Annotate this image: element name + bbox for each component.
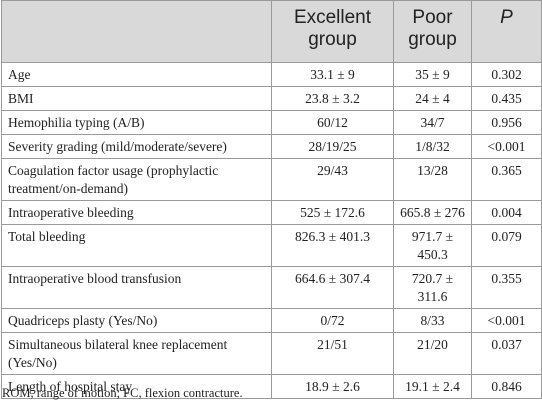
table-cell: 0/72 xyxy=(271,308,394,333)
table-cell: 720.7 ± 311.6 xyxy=(393,266,472,309)
table-row: BMI 23.8 ± 3.2 24 ± 4 0.435 xyxy=(1,86,542,111)
table-cell: 0.302 xyxy=(471,62,542,87)
table-cell: Intraoperative bleeding xyxy=(1,200,272,225)
table-cell: Simultaneous bilateral knee replacement … xyxy=(1,332,272,375)
table-row: Severity grading (mild/moderate/severe) 2… xyxy=(1,134,542,159)
table-row: Total bleeding 826.3 ± 401.3 971.7 ± 450.3… xyxy=(1,224,542,267)
table-cell: 18.9 ± 2.6 xyxy=(271,374,394,399)
table-cell: BMI xyxy=(1,86,272,111)
table-cell: 0.846 xyxy=(471,374,542,399)
table-cell: Quadriceps plasty (Yes/No) xyxy=(1,308,272,333)
table-cell: Severity grading (mild/moderate/severe) xyxy=(1,134,272,159)
table-row: Age 33.1 ± 9 35 ± 9 0.302 xyxy=(1,62,542,87)
table-cell: Total bleeding xyxy=(1,224,272,267)
table-cell: <0.001 xyxy=(471,308,542,333)
table-cell: 0.355 xyxy=(471,266,542,309)
column-header: Excellent group xyxy=(271,0,394,63)
table-cell: 13/28 xyxy=(393,158,472,201)
table-cell: 35 ± 9 xyxy=(393,62,472,87)
table-cell: 1/8/32 xyxy=(393,134,472,159)
table-cell: 21/51 xyxy=(271,332,394,375)
table-row: Intraoperative bleeding 525 ± 172.6 665.8 … xyxy=(1,200,542,225)
table-cell: 8/33 xyxy=(393,308,472,333)
table-cell: 23.8 ± 3.2 xyxy=(271,86,394,111)
table-cell: 0.956 xyxy=(471,110,542,135)
header-row: Excellent group Poor group P xyxy=(1,0,542,63)
table-row: Quadriceps plasty (Yes/No) 0/72 8/33 <0.001 xyxy=(1,308,542,333)
table-row: Hemophilia typing (A/B) 60/12 34/7 0.956 xyxy=(1,110,542,135)
table-cell: Hemophilia typing (A/B) xyxy=(1,110,272,135)
table-cell: 665.8 ± 276 xyxy=(393,200,472,225)
column-header: Poor group xyxy=(393,0,472,63)
table-row: Intraoperative blood transfusion 664.6 ± … xyxy=(1,266,542,309)
table-cell: 971.7 ± 450.3 xyxy=(393,224,472,267)
column-header xyxy=(1,0,272,63)
table-body: Age 33.1 ± 9 35 ± 9 0.302 BMI 23.8 ± 3.2 24 ± … xyxy=(1,62,542,399)
table-cell: 21/20 xyxy=(393,332,472,375)
table-cell: Intraoperative blood transfusion xyxy=(1,266,272,309)
table-cell: 29/43 xyxy=(271,158,394,201)
table-cell: 826.3 ± 401.3 xyxy=(271,224,394,267)
table-row: Simultaneous bilateral knee replacement … xyxy=(1,332,542,375)
table-cell: 664.6 ± 307.4 xyxy=(271,266,394,309)
table-cell: 0.435 xyxy=(471,86,542,111)
table-cell: 34/7 xyxy=(393,110,472,135)
table-cell: 33.1 ± 9 xyxy=(271,62,394,87)
table-cell: 0.037 xyxy=(471,332,542,375)
table-cell: Age xyxy=(1,62,272,87)
column-header: P xyxy=(471,0,542,63)
table-cell: <0.001 xyxy=(471,134,542,159)
table-row: Coagulation factor usage (prophylactic t… xyxy=(1,158,542,201)
table-cell: Length of hospital stay xyxy=(1,374,272,399)
table-cell: Coagulation factor usage (prophylactic t… xyxy=(1,158,272,201)
table-cell: 60/12 xyxy=(271,110,394,135)
table-cell: 19.1 ± 2.4 xyxy=(393,374,472,399)
table-cell: 0.079 xyxy=(471,224,542,267)
table-cell: 28/19/25 xyxy=(271,134,394,159)
footnote: ROM, range of motion; FC, flexion contra… xyxy=(2,386,243,400)
table-cell: 0.365 xyxy=(471,158,542,201)
table-row: Length of hospital stay 18.9 ± 2.6 19.1 ± … xyxy=(1,374,542,399)
table-cell: 24 ± 4 xyxy=(393,86,472,111)
table-cell: 0.004 xyxy=(471,200,542,225)
table-cell: 525 ± 172.6 xyxy=(271,200,394,225)
